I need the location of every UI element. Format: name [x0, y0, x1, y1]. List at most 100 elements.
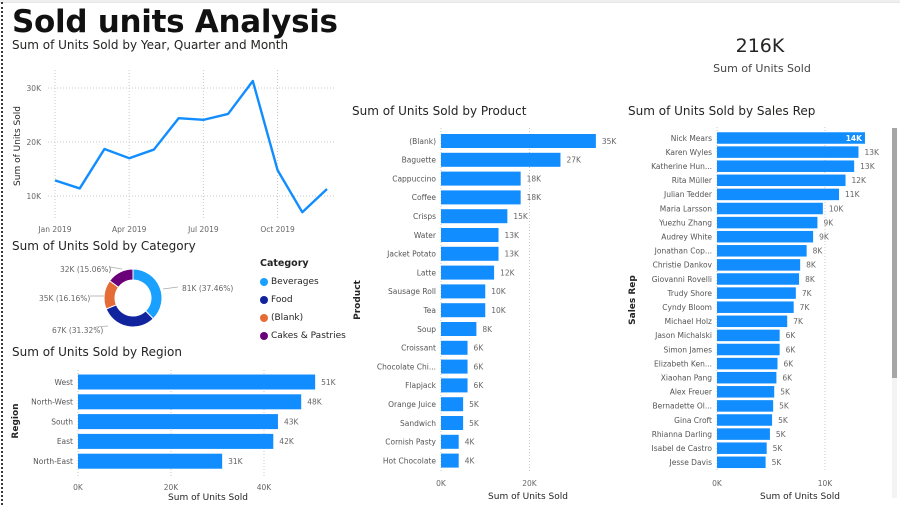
- data-label: 12K: [852, 176, 868, 185]
- data-label: 27K: [566, 156, 582, 165]
- bar: [717, 456, 766, 469]
- bar: [717, 160, 855, 172]
- data-label: 15K: [513, 212, 529, 221]
- data-label: 6K: [474, 381, 485, 390]
- data-label: 6K: [783, 359, 794, 368]
- data-label: 4K: [465, 456, 476, 465]
- product-bar-chart[interactable]: 0K 20K (Blank) 35K Baguette 27K Cappuccino 18K C…: [0, 0, 620, 505]
- data-label: 5K: [776, 430, 787, 439]
- kpi-label: Sum of Units Sold: [713, 62, 811, 75]
- category-label: South: [51, 417, 73, 426]
- line-chart[interactable]: 10K 20K 30K Jan 2019 Apr 2019 Jul 2019 Oct 201…: [0, 0, 350, 240]
- category-label: Simon James: [663, 345, 712, 354]
- category-label: Yuezhu Zhang: [658, 218, 712, 227]
- data-label: 18K: [527, 193, 543, 202]
- bar: [441, 322, 477, 336]
- legend-item-blank[interactable]: (Blank): [260, 309, 346, 327]
- bar: [717, 245, 807, 257]
- data-label: 5K: [469, 419, 480, 428]
- bar: [717, 386, 775, 398]
- category-label: Alex Freuer: [670, 388, 713, 397]
- category-label: West: [55, 378, 73, 387]
- data-label: 11K: [845, 190, 861, 199]
- x-tick-label: 0K: [73, 483, 84, 492]
- y-axis-title: Region: [11, 403, 21, 438]
- category-label: Katherine Hun...: [651, 162, 712, 171]
- y-tick-label: 10K: [27, 192, 43, 201]
- category-label: Michael Holz: [665, 317, 712, 326]
- data-label: 8K: [806, 261, 817, 270]
- data-label: 10K: [491, 306, 507, 315]
- x-tick-label: 10K: [818, 479, 834, 488]
- category-label: North-East: [33, 457, 73, 466]
- legend-item-beverages[interactable]: Beverages: [260, 273, 346, 291]
- data-label: 18K: [527, 174, 543, 183]
- bar: [441, 152, 561, 167]
- bar: [717, 287, 796, 299]
- bar: [717, 357, 778, 370]
- data-label: 13K: [864, 148, 880, 157]
- line-chart-title: Sum of Units Sold by Year, Quarter and M…: [12, 38, 289, 52]
- bar: [441, 209, 508, 224]
- legend-dot-icon: [260, 278, 268, 286]
- bar: [441, 359, 468, 374]
- bar: [441, 434, 459, 449]
- bar: [441, 134, 596, 148]
- category-label: Trudy Shore: [666, 289, 712, 298]
- legend-item-food[interactable]: Food: [260, 291, 346, 309]
- category-label: Sausage Roll: [388, 287, 436, 296]
- legend-dot-icon: [260, 296, 268, 304]
- category-label: Crisps: [413, 212, 436, 221]
- bar: [441, 303, 486, 318]
- donut-chart[interactable]: 81K (37.46%) 67K (31.32%) 35K (16.16%) 32K …: [0, 0, 260, 340]
- category-label: Elizabeth Ken...: [654, 359, 712, 368]
- category-label: Sandwich: [400, 419, 436, 428]
- data-label: 5K: [772, 458, 783, 467]
- category-label: Cyndy Bloom: [662, 303, 712, 312]
- category-label: Flapjack: [405, 381, 437, 390]
- y-axis-title: Sales Rep: [628, 275, 638, 325]
- x-tick-label: 20K: [164, 483, 180, 492]
- category-label: East: [57, 437, 73, 446]
- donut-leader-line: [95, 325, 109, 328]
- data-label: 6K: [786, 345, 797, 354]
- category-label: Xiaohan Pang: [661, 374, 712, 383]
- category-label: Orange Juice: [388, 400, 436, 409]
- category-label: Jesse Davis: [669, 458, 713, 467]
- y-tick-label: 20K: [27, 138, 43, 147]
- donut-data-label: 81K (37.46%): [182, 284, 233, 293]
- page-left-border: [1, 2, 3, 505]
- data-label: 7K: [793, 317, 804, 326]
- bar: [441, 228, 499, 242]
- x-tick-label: Jan 2019: [37, 225, 71, 234]
- x-tick-label: Apr 2019: [112, 225, 147, 234]
- x-tick-label: 0K: [712, 479, 723, 488]
- bar: [441, 265, 495, 280]
- bar: [717, 315, 788, 328]
- bar: [441, 453, 459, 468]
- category-label: North-West: [31, 398, 73, 407]
- donut-slice-cakes-pastries: [108, 268, 134, 289]
- category-label: Jonathan Cop...: [654, 247, 712, 256]
- region-bar-chart[interactable]: 0K 20K 40K West 51K North-West 48K South 43K East…: [0, 0, 350, 505]
- data-label: 13K: [505, 231, 521, 240]
- bar: [717, 442, 767, 454]
- category-legend: Category Beverages Food (Blank) Cakes & …: [260, 258, 346, 345]
- legend-label: Beverages: [271, 277, 319, 287]
- bar: [441, 378, 468, 393]
- legend-dot-icon: [260, 314, 268, 322]
- data-label: 9K: [819, 233, 830, 242]
- x-axis-title: Sum of Units Sold: [168, 493, 248, 503]
- data-label: 10K: [829, 204, 845, 213]
- salesrep-scrollbar-thumb[interactable]: [892, 128, 897, 378]
- category-label: Latte: [417, 268, 437, 277]
- bar: [441, 397, 464, 412]
- legend-item-cakes-pastries[interactable]: Cakes & Pastries: [260, 327, 346, 345]
- x-tick-label: 0K: [436, 479, 447, 488]
- legend-title: Category: [260, 258, 309, 269]
- category-label: Nick Mears: [671, 134, 712, 143]
- category-label: Water: [414, 231, 437, 240]
- category-label: Christie Dankov: [653, 261, 713, 270]
- data-label: 35K: [602, 137, 618, 146]
